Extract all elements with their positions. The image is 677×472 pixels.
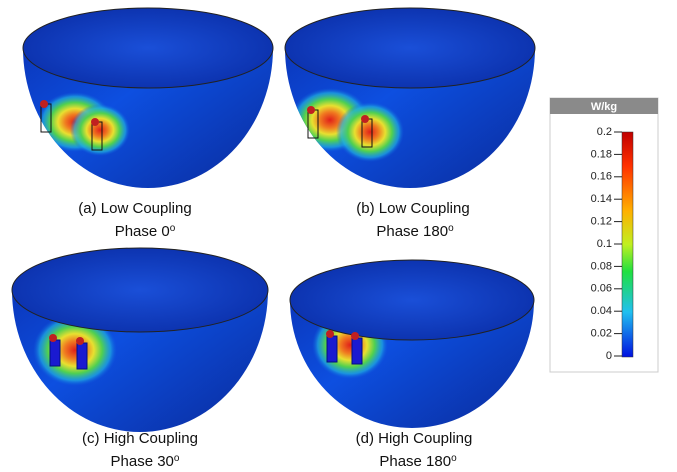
phase: Phase 30o xyxy=(111,453,180,471)
tick-label: 0.08 xyxy=(591,260,612,272)
feed xyxy=(49,334,57,342)
caption: (b) Low Coupling xyxy=(356,200,469,217)
feed xyxy=(361,115,369,123)
colorbar-scale xyxy=(622,132,633,357)
antenna xyxy=(77,343,87,369)
phase-text: Phase 30 xyxy=(111,453,174,470)
caption: (c) High Coupling xyxy=(82,430,198,447)
antenna xyxy=(50,340,60,366)
caption: (d) High Coupling xyxy=(356,430,473,447)
hotspot xyxy=(70,104,130,156)
top-surface xyxy=(23,8,273,88)
colorbar-title: W/kg xyxy=(591,101,617,113)
tick-label: 0.14 xyxy=(591,193,612,205)
panels xyxy=(12,8,535,432)
phase: Phase 180o xyxy=(379,453,457,471)
feed xyxy=(40,100,48,108)
hemisphere xyxy=(23,8,273,188)
tick-label: 0.1 xyxy=(597,238,612,250)
tick-label: 0 xyxy=(606,350,612,362)
hotspot xyxy=(336,102,404,162)
phase-text: Phase 180 xyxy=(376,223,448,240)
tick-label: 0.16 xyxy=(591,171,612,183)
tick-label: 0.02 xyxy=(591,328,612,340)
phase: Phase 180o xyxy=(376,223,454,241)
top-surface xyxy=(12,248,268,332)
phase-text: Phase 0 xyxy=(115,223,170,240)
degree: o xyxy=(448,223,454,234)
tick-label: 0.06 xyxy=(591,283,612,295)
feed xyxy=(307,106,315,114)
top-surface xyxy=(290,260,534,340)
feed xyxy=(76,337,84,345)
colorbar: W/kg 0.2 0.18 0.16 0.14 0.12 0.1 0.08 0.06 0.04 0… xyxy=(550,98,658,372)
caption: (a) Low Coupling xyxy=(78,200,191,217)
degree: o xyxy=(174,453,180,464)
top-surface xyxy=(285,8,535,88)
hemisphere xyxy=(290,260,534,428)
tick-label: 0.04 xyxy=(591,305,612,317)
antenna xyxy=(352,338,362,364)
phase: Phase 0o xyxy=(115,223,176,241)
phase-text: Phase 180 xyxy=(379,453,451,470)
antenna xyxy=(327,336,337,362)
tick-label: 0.12 xyxy=(591,216,612,228)
feed xyxy=(91,118,99,126)
tick-label: 0.2 xyxy=(597,126,612,138)
hemisphere xyxy=(12,248,268,432)
degree: o xyxy=(170,223,176,234)
feed xyxy=(326,330,334,338)
figure: (a) Low Coupling Phase 0o (b) Low Coupli… xyxy=(0,0,677,472)
feed xyxy=(351,332,359,340)
degree: o xyxy=(451,453,457,464)
hemisphere xyxy=(285,8,535,188)
tick-label: 0.18 xyxy=(591,148,612,160)
